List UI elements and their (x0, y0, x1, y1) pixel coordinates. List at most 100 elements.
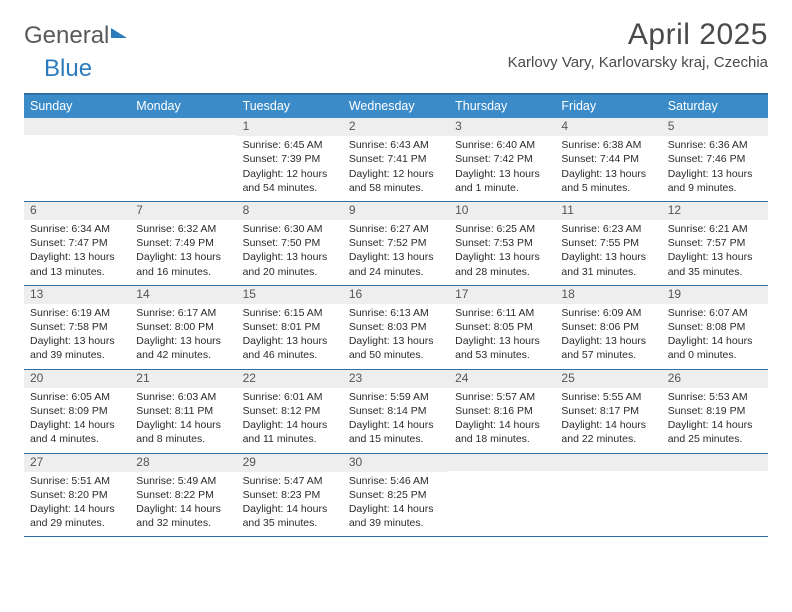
day-cell: 25Sunrise: 5:55 AMSunset: 8:17 PMDayligh… (555, 370, 661, 453)
day-cell (662, 454, 768, 537)
day-detail (449, 471, 555, 531)
day-number: 24 (449, 370, 555, 388)
day-number: 12 (662, 202, 768, 220)
day-sunset: Sunset: 8:03 PM (349, 320, 443, 334)
day-cell: 10Sunrise: 6:25 AMSunset: 7:53 PMDayligh… (449, 202, 555, 285)
day-sunset: Sunset: 7:53 PM (455, 236, 549, 250)
day-daylight2: and 5 minutes. (561, 181, 655, 195)
day-daylight1: Daylight: 12 hours (349, 167, 443, 181)
day-daylight1: Daylight: 14 hours (349, 502, 443, 516)
day-detail: Sunrise: 6:13 AMSunset: 8:03 PMDaylight:… (343, 304, 449, 369)
day-daylight1: Daylight: 12 hours (243, 167, 337, 181)
day-detail: Sunrise: 6:01 AMSunset: 8:12 PMDaylight:… (237, 388, 343, 453)
day-sunrise: Sunrise: 6:34 AM (30, 222, 124, 236)
day-detail: Sunrise: 6:36 AMSunset: 7:46 PMDaylight:… (662, 136, 768, 201)
day-daylight2: and 25 minutes. (668, 432, 762, 446)
day-cell: 9Sunrise: 6:27 AMSunset: 7:52 PMDaylight… (343, 202, 449, 285)
day-detail: Sunrise: 6:25 AMSunset: 7:53 PMDaylight:… (449, 220, 555, 285)
day-cell: 7Sunrise: 6:32 AMSunset: 7:49 PMDaylight… (130, 202, 236, 285)
day-detail: Sunrise: 5:47 AMSunset: 8:23 PMDaylight:… (237, 472, 343, 537)
day-number: 21 (130, 370, 236, 388)
day-daylight1: Daylight: 13 hours (136, 250, 230, 264)
dow-thursday: Thursday (449, 95, 555, 118)
day-sunrise: Sunrise: 6:45 AM (243, 138, 337, 152)
day-cell: 27Sunrise: 5:51 AMSunset: 8:20 PMDayligh… (24, 454, 130, 537)
day-number (130, 118, 236, 135)
day-number: 13 (24, 286, 130, 304)
day-sunrise: Sunrise: 5:51 AM (30, 474, 124, 488)
title-block: April 2025 Karlovy Vary, Karlovarsky kra… (508, 18, 768, 71)
day-sunset: Sunset: 8:11 PM (136, 404, 230, 418)
day-daylight2: and 8 minutes. (136, 432, 230, 446)
day-sunset: Sunset: 7:47 PM (30, 236, 124, 250)
day-number: 7 (130, 202, 236, 220)
day-daylight2: and 16 minutes. (136, 265, 230, 279)
day-daylight2: and 11 minutes. (243, 432, 337, 446)
week-row: 13Sunrise: 6:19 AMSunset: 7:58 PMDayligh… (24, 286, 768, 370)
day-cell: 4Sunrise: 6:38 AMSunset: 7:44 PMDaylight… (555, 118, 661, 201)
day-sunset: Sunset: 7:44 PM (561, 152, 655, 166)
day-sunrise: Sunrise: 5:46 AM (349, 474, 443, 488)
day-sunrise: Sunrise: 6:05 AM (30, 390, 124, 404)
dow-monday: Monday (130, 95, 236, 118)
day-cell: 22Sunrise: 6:01 AMSunset: 8:12 PMDayligh… (237, 370, 343, 453)
day-daylight2: and 4 minutes. (30, 432, 124, 446)
day-cell (555, 454, 661, 537)
day-daylight1: Daylight: 13 hours (668, 167, 762, 181)
day-daylight1: Daylight: 13 hours (561, 334, 655, 348)
day-number: 22 (237, 370, 343, 388)
day-cell: 26Sunrise: 5:53 AMSunset: 8:19 PMDayligh… (662, 370, 768, 453)
day-detail: Sunrise: 6:43 AMSunset: 7:41 PMDaylight:… (343, 136, 449, 201)
day-daylight2: and 57 minutes. (561, 348, 655, 362)
day-cell: 20Sunrise: 6:05 AMSunset: 8:09 PMDayligh… (24, 370, 130, 453)
day-number: 28 (130, 454, 236, 472)
day-detail (130, 135, 236, 195)
day-detail: Sunrise: 5:49 AMSunset: 8:22 PMDaylight:… (130, 472, 236, 537)
day-cell: 30Sunrise: 5:46 AMSunset: 8:25 PMDayligh… (343, 454, 449, 537)
day-number (555, 454, 661, 471)
day-number: 16 (343, 286, 449, 304)
day-daylight1: Daylight: 13 hours (561, 250, 655, 264)
day-daylight1: Daylight: 14 hours (349, 418, 443, 432)
day-daylight2: and 42 minutes. (136, 348, 230, 362)
day-cell: 29Sunrise: 5:47 AMSunset: 8:23 PMDayligh… (237, 454, 343, 537)
day-daylight2: and 39 minutes. (349, 516, 443, 530)
day-sunset: Sunset: 7:52 PM (349, 236, 443, 250)
day-sunset: Sunset: 8:16 PM (455, 404, 549, 418)
day-daylight2: and 1 minute. (455, 181, 549, 195)
day-number: 27 (24, 454, 130, 472)
day-sunrise: Sunrise: 6:36 AM (668, 138, 762, 152)
day-daylight2: and 0 minutes. (668, 348, 762, 362)
day-cell: 23Sunrise: 5:59 AMSunset: 8:14 PMDayligh… (343, 370, 449, 453)
day-number: 29 (237, 454, 343, 472)
day-daylight1: Daylight: 14 hours (136, 502, 230, 516)
day-sunrise: Sunrise: 6:23 AM (561, 222, 655, 236)
day-of-week-row: Sunday Monday Tuesday Wednesday Thursday… (24, 95, 768, 118)
day-detail: Sunrise: 6:38 AMSunset: 7:44 PMDaylight:… (555, 136, 661, 201)
day-sunset: Sunset: 7:49 PM (136, 236, 230, 250)
dow-friday: Friday (555, 95, 661, 118)
day-detail: Sunrise: 6:05 AMSunset: 8:09 PMDaylight:… (24, 388, 130, 453)
day-detail: Sunrise: 5:46 AMSunset: 8:25 PMDaylight:… (343, 472, 449, 537)
day-sunset: Sunset: 7:57 PM (668, 236, 762, 250)
day-sunrise: Sunrise: 6:21 AM (668, 222, 762, 236)
day-cell: 2Sunrise: 6:43 AMSunset: 7:41 PMDaylight… (343, 118, 449, 201)
day-sunrise: Sunrise: 5:53 AM (668, 390, 762, 404)
day-daylight2: and 35 minutes. (243, 516, 337, 530)
day-daylight2: and 58 minutes. (349, 181, 443, 195)
dow-sunday: Sunday (24, 95, 130, 118)
day-sunset: Sunset: 7:41 PM (349, 152, 443, 166)
day-cell: 19Sunrise: 6:07 AMSunset: 8:08 PMDayligh… (662, 286, 768, 369)
day-cell: 11Sunrise: 6:23 AMSunset: 7:55 PMDayligh… (555, 202, 661, 285)
calendar-page: General April 2025 Karlovy Vary, Karlova… (0, 0, 792, 537)
day-daylight2: and 31 minutes. (561, 265, 655, 279)
week-row: 6Sunrise: 6:34 AMSunset: 7:47 PMDaylight… (24, 202, 768, 286)
day-detail (662, 471, 768, 531)
day-daylight2: and 29 minutes. (30, 516, 124, 530)
page-title: April 2025 (508, 18, 768, 52)
day-cell: 17Sunrise: 6:11 AMSunset: 8:05 PMDayligh… (449, 286, 555, 369)
day-number: 20 (24, 370, 130, 388)
logo-triangle-icon (111, 28, 127, 38)
day-daylight1: Daylight: 14 hours (561, 418, 655, 432)
day-daylight1: Daylight: 14 hours (668, 418, 762, 432)
